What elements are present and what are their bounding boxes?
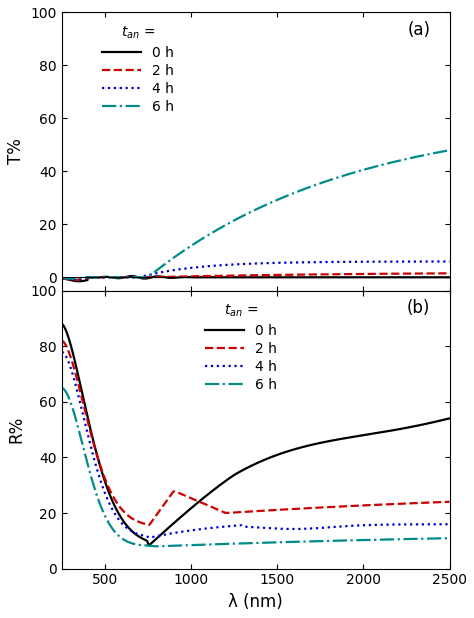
4 h (237, 260, 243, 268)
6 h (67, 275, 73, 282)
4 h (146, 534, 152, 541)
Line: 0 h: 0 h (62, 324, 449, 545)
Text: (b): (b) (407, 299, 430, 317)
4 h (447, 520, 452, 528)
6 h (365, 165, 370, 172)
0 h (447, 415, 452, 422)
2 h (247, 508, 253, 515)
2 h (59, 337, 64, 345)
6 h (247, 208, 253, 216)
Line: 6 h: 6 h (62, 150, 449, 279)
Y-axis label: R%: R% (7, 416, 25, 443)
6 h (436, 535, 441, 542)
2 h (79, 393, 84, 400)
2 h (447, 269, 452, 277)
4 h (247, 523, 253, 531)
2 h (71, 276, 77, 284)
4 h (436, 520, 441, 528)
4 h (447, 258, 452, 265)
2 h (237, 272, 243, 279)
2 h (447, 498, 452, 506)
6 h (237, 540, 243, 547)
Line: 0 h: 0 h (62, 276, 449, 281)
2 h (59, 274, 64, 282)
2 h (146, 522, 151, 529)
6 h (79, 437, 84, 444)
4 h (79, 405, 84, 412)
0 h (365, 431, 370, 438)
0 h (237, 468, 243, 475)
0 h (59, 320, 64, 328)
0 h (237, 274, 243, 281)
4 h (365, 258, 370, 265)
4 h (247, 260, 253, 268)
0 h (436, 417, 441, 425)
6 h (247, 540, 253, 547)
6 h (59, 384, 64, 392)
4 h (79, 274, 84, 282)
6 h (237, 214, 243, 221)
6 h (365, 536, 370, 544)
0 h (436, 417, 441, 425)
4 h (436, 520, 441, 528)
0 h (146, 541, 152, 549)
2 h (436, 499, 441, 506)
Line: 2 h: 2 h (62, 341, 449, 525)
6 h (59, 274, 64, 282)
6 h (447, 535, 452, 542)
2 h (365, 502, 370, 509)
6 h (436, 535, 441, 542)
0 h (59, 274, 64, 282)
0 h (79, 386, 84, 394)
Legend: 0 h, 2 h, 4 h, 6 h: 0 h, 2 h, 4 h, 6 h (202, 300, 280, 395)
2 h (365, 270, 370, 277)
Line: 4 h: 4 h (62, 352, 449, 538)
Legend: 0 h, 2 h, 4 h, 6 h: 0 h, 2 h, 4 h, 6 h (100, 22, 177, 117)
0 h (248, 274, 254, 281)
4 h (59, 274, 64, 282)
2 h (436, 269, 441, 277)
6 h (436, 148, 441, 156)
0 h (447, 274, 452, 281)
2 h (79, 275, 84, 282)
0 h (247, 462, 253, 470)
4 h (59, 349, 64, 356)
Line: 4 h: 4 h (62, 261, 449, 279)
0 h (365, 274, 370, 281)
Line: 6 h: 6 h (62, 388, 449, 546)
6 h (447, 146, 452, 154)
4 h (69, 276, 75, 283)
6 h (79, 274, 84, 281)
2 h (247, 271, 253, 279)
Text: (a): (a) (407, 21, 430, 39)
4 h (436, 258, 441, 265)
0 h (79, 277, 84, 285)
4 h (365, 522, 370, 529)
2 h (436, 269, 441, 277)
4 h (436, 258, 441, 265)
0 h (436, 274, 442, 281)
4 h (237, 522, 243, 529)
0 h (76, 277, 82, 285)
X-axis label: λ (nm): λ (nm) (228, 593, 283, 611)
2 h (436, 499, 441, 506)
0 h (129, 273, 135, 280)
0 h (436, 274, 441, 281)
6 h (155, 543, 160, 550)
Line: 2 h: 2 h (62, 273, 449, 280)
6 h (436, 148, 441, 156)
Y-axis label: T%: T% (7, 138, 25, 164)
2 h (237, 509, 243, 516)
